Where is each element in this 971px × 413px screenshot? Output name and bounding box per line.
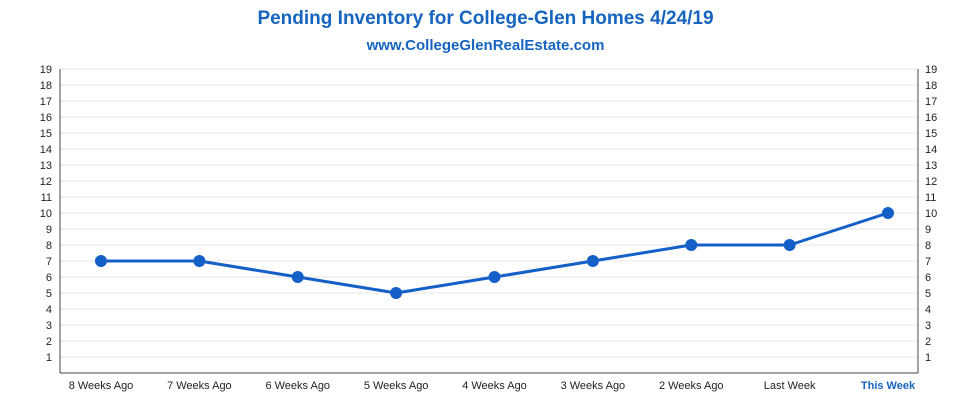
chart-title: Pending Inventory for College-Glen Homes… <box>257 8 714 29</box>
y-tick-label-right: 6 <box>925 272 931 284</box>
data-points <box>95 207 894 299</box>
chart-subtitle: www.CollegeGlenRealEstate.com <box>366 37 605 54</box>
y-tick-label-right: 12 <box>925 176 937 188</box>
data-point <box>95 255 107 267</box>
y-tick-label-right: 16 <box>925 112 937 124</box>
x-tick-label: 4 Weeks Ago <box>462 380 527 392</box>
y-tick-label-left: 3 <box>46 320 52 332</box>
y-tick-label-left: 12 <box>40 176 52 188</box>
y-tick-label-right: 18 <box>925 80 937 92</box>
x-tick-label: Last Week <box>764 380 816 392</box>
x-tick-label: 3 Weeks Ago <box>561 380 626 392</box>
y-tick-label-left: 11 <box>41 192 52 204</box>
y-tick-label-right: 8 <box>925 240 931 252</box>
x-tick-label: This Week <box>861 380 916 392</box>
y-tick-label-right: 7 <box>925 256 931 268</box>
y-tick-label-right: 4 <box>925 304 931 316</box>
y-tick-label-right: 1 <box>925 352 931 364</box>
y-tick-label-right: 9 <box>925 224 931 236</box>
y-tick-label-left: 2 <box>46 336 52 348</box>
y-tick-label-left: 14 <box>40 144 52 156</box>
x-tick-label: 2 Weeks Ago <box>659 380 724 392</box>
y-tick-label-left: 8 <box>46 240 52 252</box>
data-point <box>882 207 894 219</box>
x-tick-label: 7 Weeks Ago <box>167 380 232 392</box>
y-tick-label-left: 15 <box>40 128 52 140</box>
y-tick-label-left: 13 <box>40 160 52 172</box>
data-point <box>685 239 698 251</box>
x-ticks: 8 Weeks Ago 7 Weeks Ago 6 Weeks Ago 5 Weeks… <box>69 380 916 392</box>
y-tick-label-right: 3 <box>925 320 931 332</box>
x-tick-label: 6 Weeks Ago <box>265 380 330 392</box>
y-tick-label-right: 10 <box>925 208 937 220</box>
y-tick-label-right: 13 <box>925 160 937 172</box>
y-tick-label-left: 16 <box>40 112 52 124</box>
data-point <box>390 287 403 299</box>
y-tick-label-right: 5 <box>925 288 931 300</box>
y-tick-label-left: 10 <box>40 208 52 220</box>
data-point <box>291 271 304 283</box>
y-tick-label-left: 17 <box>40 96 52 108</box>
y-tick-label-left: 19 <box>40 64 52 76</box>
x-tick-label: 5 Weeks Ago <box>364 380 429 392</box>
data-point <box>193 255 206 267</box>
y-tick-label-right: 2 <box>925 336 931 348</box>
y-tick-label-right: 14 <box>925 144 937 156</box>
data-point <box>783 239 796 251</box>
x-tick-label: 8 Weeks Ago <box>69 380 134 392</box>
y-tick-label-left: 6 <box>46 272 52 284</box>
gridlines <box>60 68 918 358</box>
y-tick-label-left: 4 <box>46 304 52 316</box>
y-tick-label-left: 5 <box>46 288 52 300</box>
y-tick-label-right: 19 <box>925 64 937 76</box>
y-tick-label-left: 18 <box>40 80 52 92</box>
y-tick-label-right: 15 <box>925 128 937 140</box>
y-tick-label-left: 9 <box>46 224 52 236</box>
y-tick-label-left: 1 <box>46 352 52 364</box>
data-point <box>586 255 599 267</box>
y-tick-label-left: 7 <box>46 256 52 268</box>
y-tick-label-right: 11 <box>925 192 936 204</box>
y-tick-label-right: 17 <box>925 96 937 108</box>
data-point <box>488 271 501 283</box>
